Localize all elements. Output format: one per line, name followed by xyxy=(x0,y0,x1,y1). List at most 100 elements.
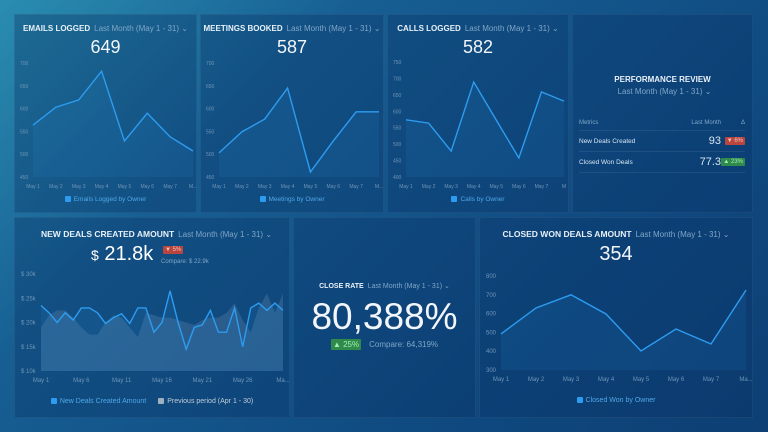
y-tick-label: 650 xyxy=(20,84,29,90)
widget-title: CALLS LOGGED xyxy=(397,24,461,33)
x-tick-label: May 5 xyxy=(489,184,503,190)
y-tick-label: 650 xyxy=(206,84,215,90)
close-rate-widget: CLOSE RATE Last Month (May 1 - 31) ⌄ 80,3… xyxy=(293,217,476,418)
legend-item-previous[interactable]: Previous period (Apr 1 - 30) xyxy=(158,398,253,405)
x-tick-label: May 3 xyxy=(258,184,272,190)
period-dropdown[interactable]: Last Month (May 1 - 31) ⌄ xyxy=(367,283,450,290)
x-tick-label: May 1 xyxy=(26,184,40,190)
x-tick-label: May 4 xyxy=(467,184,481,190)
widget-title: MEETINGS BOOKED xyxy=(203,24,283,33)
compare-text: Compare: $ 22.9k xyxy=(161,259,209,265)
y-tick-label: 650 xyxy=(393,93,402,99)
y-tick-label: 700 xyxy=(393,76,402,82)
x-tick-label: May 2 xyxy=(235,184,249,190)
meetings-value: 587 xyxy=(276,37,308,57)
legend-item[interactable]: Emails Logged by Owner xyxy=(15,196,196,203)
x-tick-label: May 7 xyxy=(703,377,720,383)
x-tick-label: May 4 xyxy=(598,377,615,383)
x-tick-label: May 6 xyxy=(73,378,90,384)
y-tick-label: 600 xyxy=(486,312,497,318)
series-area xyxy=(41,290,283,371)
x-tick-label: May 4 xyxy=(95,184,109,190)
y-tick-label: 600 xyxy=(20,107,29,113)
period-dropdown[interactable]: Last Month (May 1 - 31) ⌄ xyxy=(178,230,273,239)
series-area xyxy=(501,290,746,370)
y-tick-label: 600 xyxy=(393,109,402,115)
widget-title: PERFORMANCE REVIEW xyxy=(614,75,711,84)
column-header: Δ xyxy=(721,116,745,131)
closed-won-chart: 800 700 600 500 400 300 May 1 May 2 May 3 May 4 Ma… xyxy=(486,274,753,383)
x-tick-label: M xyxy=(562,184,566,190)
y-tick-label: $ 10k xyxy=(21,369,37,375)
y-tick-label: 700 xyxy=(486,293,497,299)
closed-won-value: 354 xyxy=(599,243,633,265)
meetings-chart: 700 650 600 550 500 450 May 1 May 2 May 3 May 4 Ma… xyxy=(206,61,383,190)
x-tick-label: May 6 xyxy=(668,377,685,383)
close-rate-value: 80,388% xyxy=(311,296,458,337)
period-dropdown[interactable]: Last Month (May 1 - 31) ⌄ xyxy=(94,24,188,33)
y-tick-label: 400 xyxy=(486,349,497,355)
x-tick-label: May 3 xyxy=(72,184,86,190)
calls-chart: 750 700 650 600 550 500 450 400 May 1 May 2 May 3 M… xyxy=(393,60,566,190)
y-tick-label: 600 xyxy=(206,107,215,113)
x-tick-label: May 7 xyxy=(349,184,363,190)
x-tick-label: May 16 xyxy=(152,378,172,384)
y-tick-label: 450 xyxy=(393,159,402,165)
y-tick-label: 550 xyxy=(206,129,215,135)
x-tick-label: May 2 xyxy=(528,377,545,383)
delta-badge: ▼ 5% xyxy=(163,246,184,254)
series-line xyxy=(405,80,565,160)
emails-chart: 700 650 600 550 500 450 May 1 May 2 May 3 May 4 Ma… xyxy=(20,61,197,190)
y-tick-label: 700 xyxy=(206,61,215,67)
x-tick-label: May 5 xyxy=(118,184,132,190)
x-tick-label: May 2 xyxy=(422,184,436,190)
y-tick-label: $ 15k xyxy=(21,345,37,351)
column-header: Last Month xyxy=(672,116,721,131)
x-tick-label: May 6 xyxy=(512,184,526,190)
x-tick-label: May 3 xyxy=(563,377,580,383)
x-tick-label: May 1 xyxy=(212,184,226,190)
calls-value: 582 xyxy=(462,37,494,57)
period-dropdown[interactable]: Last Month (May 1 - 31) ⌄ xyxy=(286,24,381,33)
emails-value: 649 xyxy=(90,37,121,57)
series-line xyxy=(500,289,747,352)
period-dropdown[interactable]: Last Month (May 1 - 31) ⌄ xyxy=(464,24,559,33)
x-tick-label: May 7 xyxy=(163,184,177,190)
new-deals-value: $ 21.8k xyxy=(91,243,154,265)
performance-review-widget: PERFORMANCE REVIEW Last Month (May 1 - 3… xyxy=(572,14,753,213)
x-tick-label: May 2 xyxy=(49,184,63,190)
x-tick-label: May 6 xyxy=(326,184,340,190)
series-line xyxy=(218,86,379,174)
x-tick-label: May 1 xyxy=(33,378,50,384)
checkbox-icon xyxy=(64,196,71,202)
x-tick-label: Ma... xyxy=(276,378,290,384)
period-dropdown[interactable]: Last Month (May 1 - 31) ⌄ xyxy=(617,87,712,96)
y-tick-label: 550 xyxy=(20,129,29,135)
x-tick-label: May 21 xyxy=(192,378,212,384)
x-tick-label: May 11 xyxy=(112,378,132,384)
compare-text: Compare: 64,319% xyxy=(369,340,439,349)
y-tick-label: $ 20k xyxy=(21,321,37,327)
widget-title: CLOSE RATE xyxy=(319,283,364,290)
y-tick-label: 500 xyxy=(393,142,402,148)
y-tick-label: 500 xyxy=(20,152,29,158)
x-tick-label: May 6 xyxy=(140,184,154,190)
legend-item[interactable]: New Deals Created Amount xyxy=(50,398,146,405)
y-tick-label: $ 25k xyxy=(21,296,37,302)
widget-title: EMAILS LOGGED xyxy=(23,24,91,33)
x-tick-label: M... xyxy=(375,184,383,190)
y-tick-label: 400 xyxy=(393,175,402,181)
checkbox-icon xyxy=(259,196,266,202)
series-area xyxy=(33,71,193,177)
table-row: New Deals Created 93 ▼ 6% xyxy=(579,130,745,152)
y-tick-label: 300 xyxy=(486,368,497,374)
y-tick-label: $ 30k xyxy=(21,272,37,278)
period-dropdown[interactable]: Last Month (May 1 - 31) ⌄ xyxy=(635,230,730,239)
legend-item[interactable]: Meetings by Owner xyxy=(201,196,383,203)
x-tick-label: M... xyxy=(189,184,197,190)
legend-item[interactable]: Calls by Owner xyxy=(388,196,568,203)
new-deals-widget: NEW DEALS CREATED AMOUNT Last Month (May … xyxy=(14,217,290,418)
x-tick-label: May 5 xyxy=(633,377,650,383)
legend-item[interactable]: Closed Won by Owner xyxy=(480,397,752,404)
series-line xyxy=(40,290,284,352)
